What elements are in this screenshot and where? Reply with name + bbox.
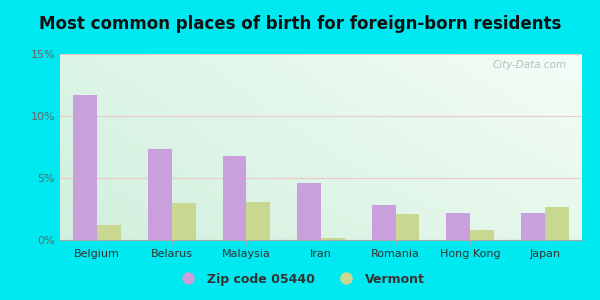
Bar: [395, 214, 419, 240]
Bar: [73, 95, 97, 240]
Legend: Zip code 05440, Vermont: Zip code 05440, Vermont: [170, 268, 430, 291]
Bar: [521, 213, 545, 240]
Bar: [172, 203, 196, 240]
Bar: [372, 205, 395, 240]
Bar: [223, 156, 247, 240]
Bar: [148, 149, 172, 240]
Bar: [247, 202, 270, 240]
Bar: [446, 213, 470, 240]
Bar: [545, 206, 569, 240]
Text: City-Data.com: City-Data.com: [492, 60, 566, 70]
Bar: [470, 230, 494, 240]
Bar: [97, 225, 121, 240]
Bar: [321, 238, 345, 240]
Bar: [297, 183, 321, 240]
Text: Most common places of birth for foreign-born residents: Most common places of birth for foreign-…: [39, 15, 561, 33]
